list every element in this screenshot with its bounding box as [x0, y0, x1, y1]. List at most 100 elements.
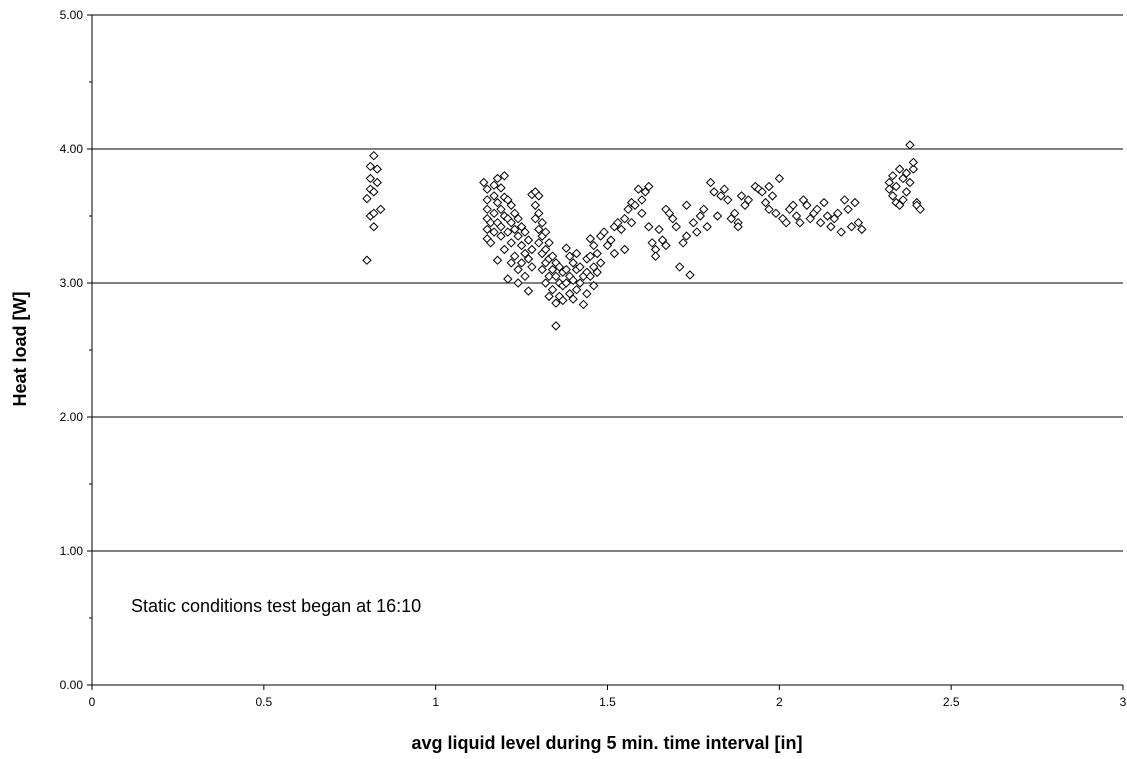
x-tick-label: 2.5: [943, 695, 960, 709]
data-point: [372, 177, 382, 188]
data-point: [712, 211, 723, 221]
data-point: [623, 204, 633, 215]
y-tick-label: 0.00: [60, 678, 84, 692]
data-point: [894, 164, 905, 174]
data-point: [568, 258, 578, 268]
data-point: [843, 204, 853, 215]
data-point: [513, 231, 523, 241]
data-point: [822, 211, 833, 221]
data-point: [530, 213, 541, 224]
data-point: [613, 217, 623, 228]
data-point: [375, 204, 386, 215]
data-point: [544, 238, 554, 248]
data-point: [496, 222, 506, 232]
data-point: [674, 262, 685, 272]
data-point: [585, 234, 596, 244]
data-point: [503, 227, 513, 237]
data-point: [561, 278, 571, 288]
annotation-text: Static conditions test began at 16:10: [131, 596, 421, 616]
data-point: [767, 191, 778, 201]
data-point: [540, 278, 551, 288]
data-point: [362, 255, 372, 265]
data-point: [479, 177, 489, 188]
data-point: [609, 248, 620, 259]
data-point: [829, 213, 840, 224]
data-point: [716, 191, 726, 201]
data-point: [616, 224, 626, 235]
data-point: [888, 171, 898, 181]
data-point: [492, 197, 503, 208]
data-point: [510, 251, 520, 261]
data-point: [540, 227, 551, 237]
data-point: [626, 217, 637, 228]
data-point: [489, 227, 499, 237]
x-tick-label: 0.5: [255, 695, 272, 709]
data-point: [891, 181, 901, 192]
data-point: [846, 222, 857, 232]
data-point: [805, 213, 815, 224]
data-point: [520, 248, 530, 259]
data-point: [534, 208, 544, 219]
y-axis-title: Heat load [W]: [10, 292, 30, 407]
data-point: [812, 204, 822, 215]
data-point: [523, 286, 534, 296]
data-point: [523, 254, 534, 264]
data-point: [369, 150, 379, 161]
data-point: [516, 240, 527, 251]
data-point: [595, 258, 606, 268]
data-point: [791, 211, 802, 221]
data-point: [523, 235, 534, 245]
data-point: [705, 177, 716, 188]
data-point: [798, 195, 809, 205]
data-point: [654, 224, 664, 235]
data-point: [482, 195, 492, 205]
data-point: [633, 184, 644, 194]
data-point: [578, 299, 589, 310]
data-point: [740, 200, 750, 210]
data-point: [506, 200, 516, 210]
data-point: [650, 251, 661, 261]
data-point: [571, 284, 582, 295]
data-point: [369, 187, 379, 197]
data-point: [630, 200, 640, 210]
data-point: [506, 258, 516, 268]
data-point: [516, 258, 527, 268]
data-point: [571, 248, 582, 259]
y-tick-label: 4.00: [60, 142, 84, 156]
data-point: [692, 227, 702, 237]
data-point: [788, 200, 798, 210]
data-point: [819, 197, 829, 208]
data-point: [729, 208, 740, 219]
data-point: [492, 173, 503, 184]
y-axis-ticks: 0.00 1.00 2.00 3.00 4.00 5.00: [60, 8, 92, 692]
data-point: [547, 284, 558, 295]
data-point: [802, 200, 812, 210]
data-point: [853, 217, 864, 228]
data-point: [781, 217, 791, 228]
data-point: [530, 200, 541, 210]
data-point: [592, 248, 602, 259]
data-point: [898, 173, 908, 184]
data-point: [815, 217, 826, 228]
data-point: [503, 195, 513, 205]
gridlines: [92, 14, 1123, 552]
data-point: [637, 208, 647, 219]
data-point: [905, 140, 915, 150]
y-tick-label: 3.00: [60, 276, 84, 290]
data-point: [534, 224, 544, 235]
data-point: [372, 164, 382, 174]
data-point: [898, 195, 908, 205]
data-point: [589, 280, 599, 291]
data-point: [534, 191, 544, 201]
data-point: [764, 181, 774, 192]
data-point: [558, 295, 568, 306]
data-point: [644, 181, 654, 192]
data-point: [764, 204, 774, 215]
data-point: [513, 278, 523, 288]
data-point: [644, 222, 654, 232]
data-point: [506, 238, 516, 248]
data-point: [915, 204, 925, 215]
data-point: [905, 177, 915, 188]
data-point: [685, 270, 695, 280]
